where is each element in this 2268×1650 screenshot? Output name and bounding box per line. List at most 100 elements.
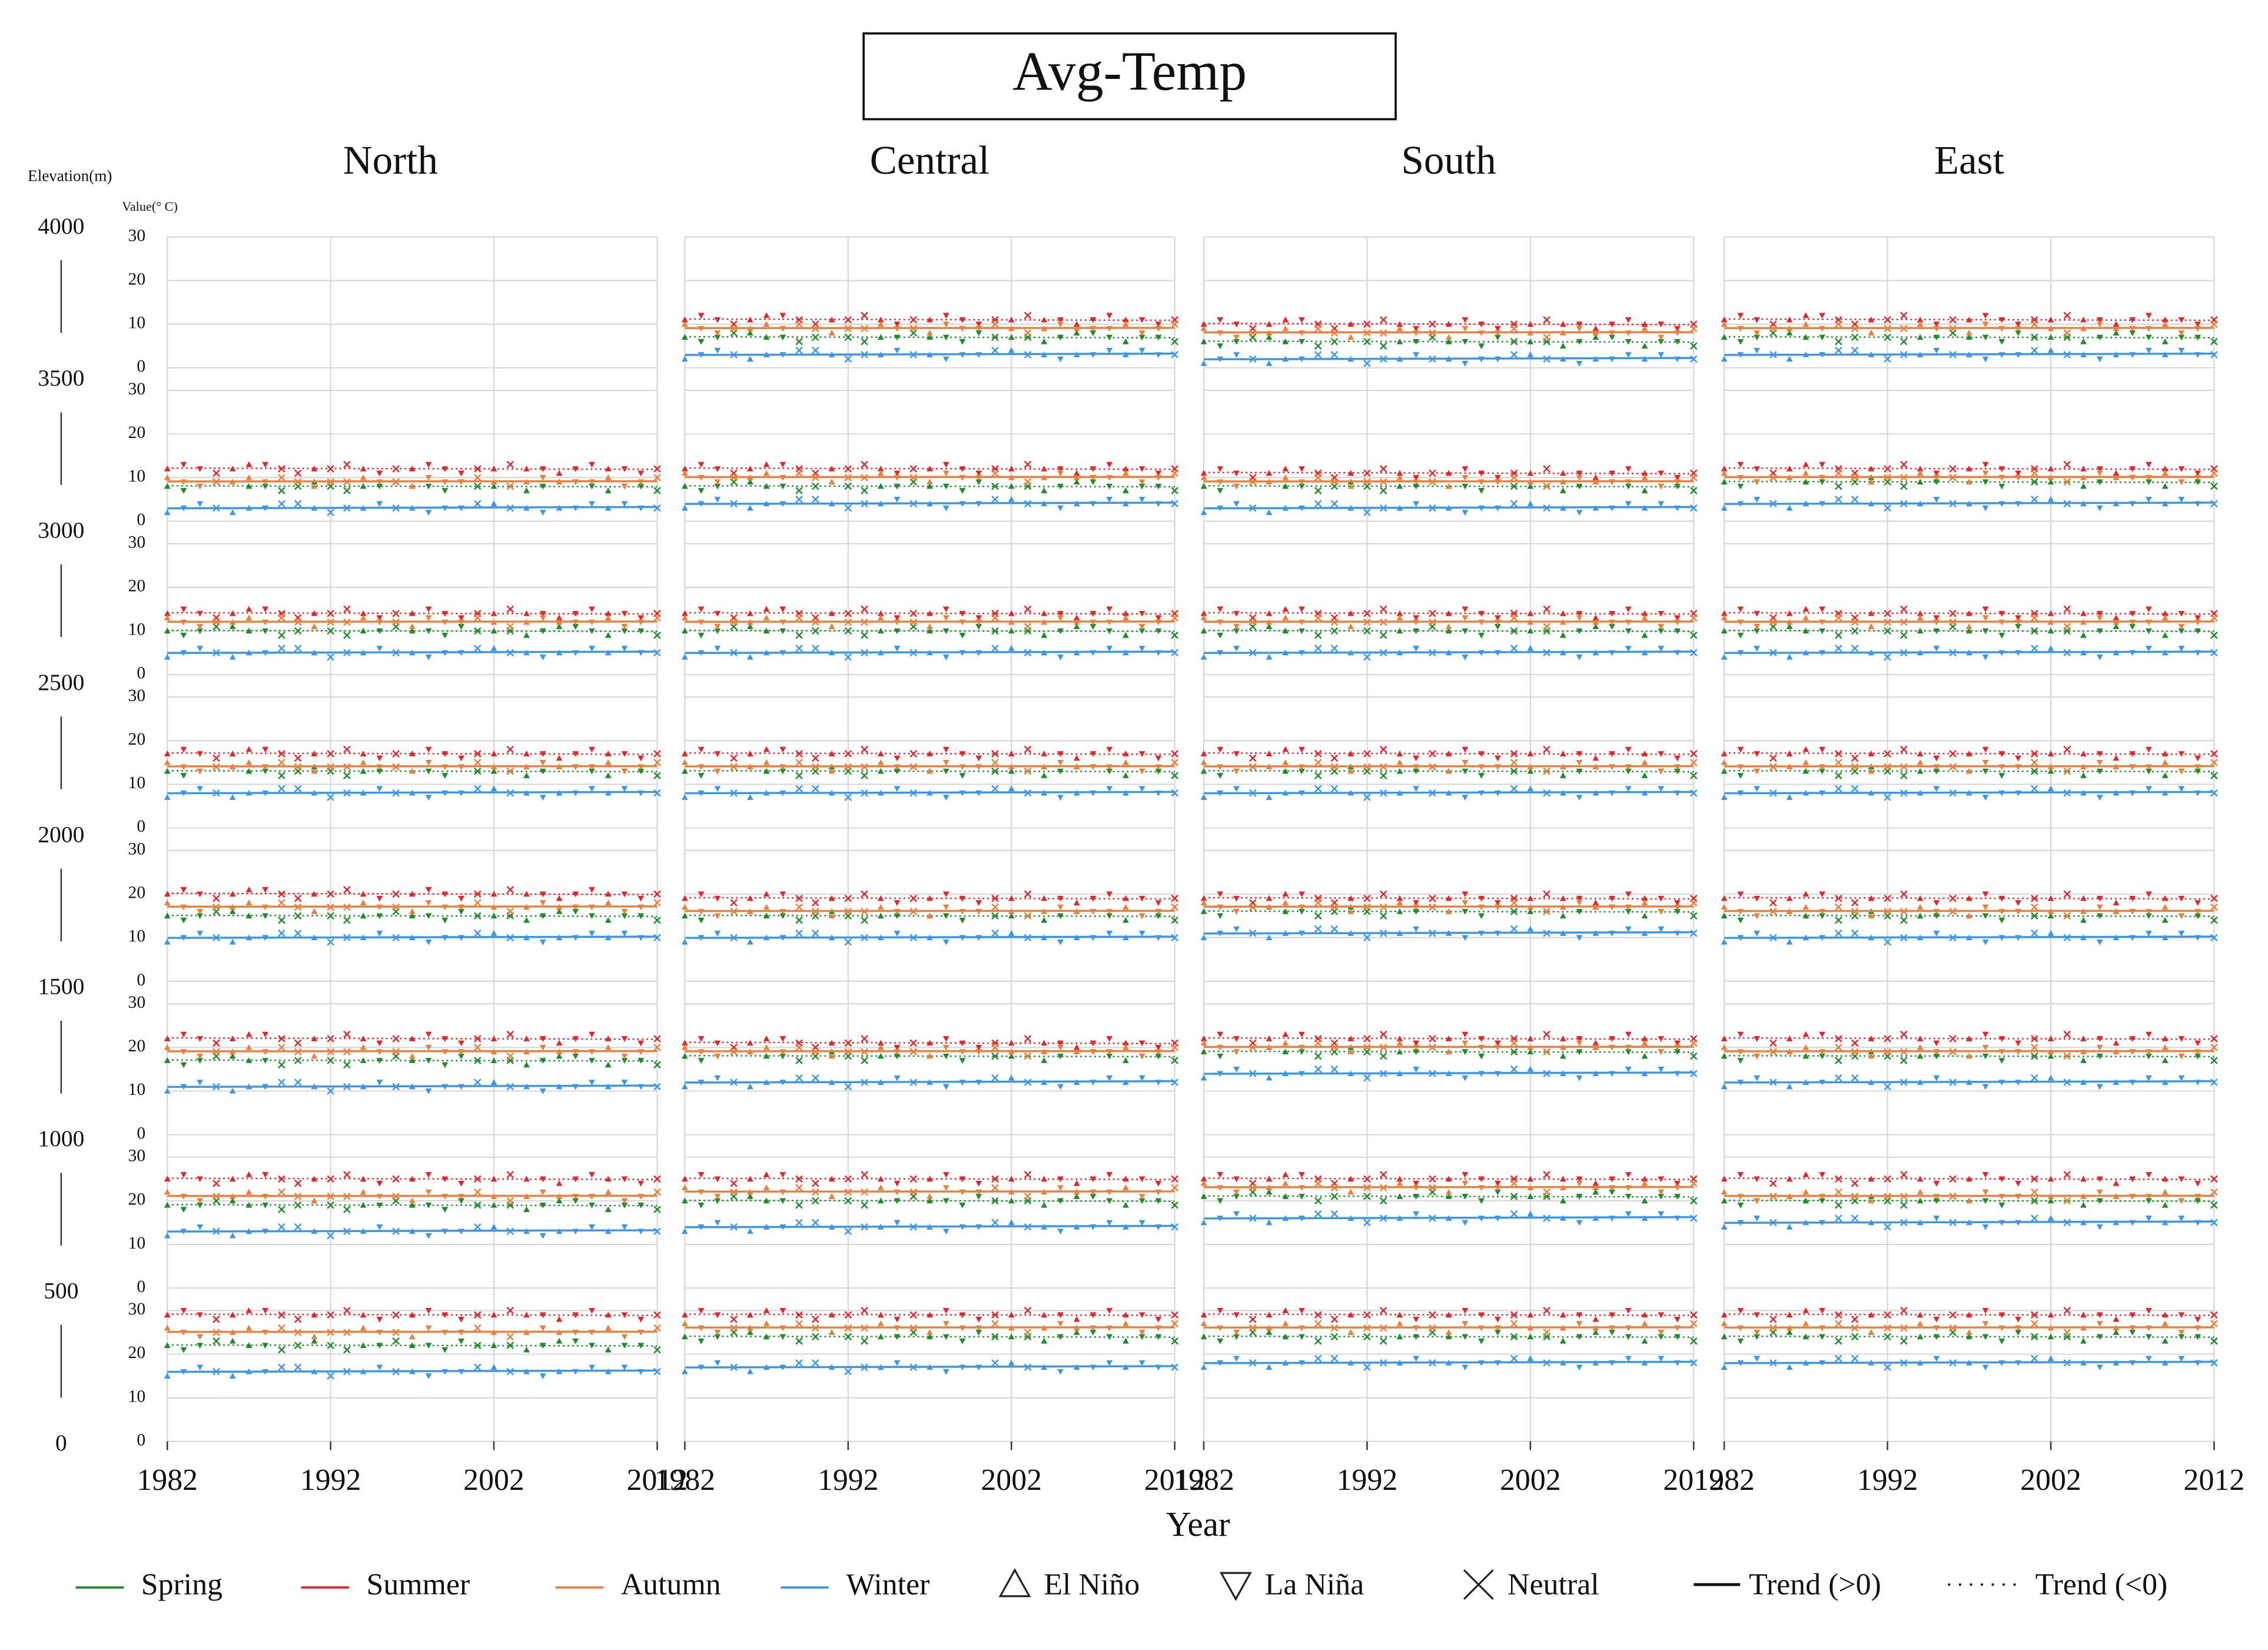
data-point bbox=[2030, 903, 2038, 911]
data-point bbox=[763, 500, 770, 507]
data-point bbox=[746, 1193, 753, 1199]
data-point bbox=[779, 352, 786, 358]
data-point bbox=[2178, 330, 2185, 336]
data-point bbox=[2113, 325, 2120, 331]
data-point bbox=[294, 645, 302, 652]
data-point bbox=[392, 649, 400, 657]
data-point bbox=[490, 500, 497, 507]
data-point bbox=[1819, 891, 1826, 898]
data-point bbox=[1689, 342, 1698, 350]
data-point bbox=[909, 649, 918, 657]
data-point bbox=[212, 1039, 220, 1047]
data-point bbox=[425, 900, 432, 907]
data-point bbox=[1917, 751, 1924, 756]
data-point bbox=[1674, 356, 1681, 363]
data-point bbox=[1543, 316, 1550, 324]
data-point bbox=[1379, 1184, 1387, 1191]
data-point bbox=[1674, 1185, 1681, 1191]
data-point bbox=[1965, 628, 1973, 634]
data-point bbox=[539, 1045, 546, 1051]
data-point bbox=[714, 347, 721, 354]
data-point bbox=[975, 501, 982, 507]
data-point bbox=[909, 1311, 918, 1319]
data-point bbox=[2194, 479, 2201, 486]
data-point bbox=[2047, 1324, 2054, 1331]
data-point bbox=[1592, 1359, 1599, 1366]
data-point bbox=[1429, 355, 1436, 363]
data-point bbox=[991, 785, 999, 793]
data-point bbox=[441, 619, 449, 626]
data-point bbox=[1965, 351, 1973, 357]
data-point bbox=[2063, 478, 2071, 486]
data-point bbox=[1363, 1311, 1371, 1319]
data-point bbox=[262, 1172, 269, 1178]
data-point bbox=[1090, 764, 1097, 771]
data-point bbox=[1106, 1360, 1113, 1366]
data-point bbox=[861, 890, 868, 898]
data-point bbox=[2030, 346, 2038, 354]
data-point bbox=[1057, 1369, 1064, 1375]
data-point bbox=[2096, 1045, 2103, 1051]
data-point bbox=[1041, 1324, 1048, 1331]
data-point bbox=[278, 1223, 285, 1231]
data-point bbox=[376, 1330, 383, 1336]
data-point bbox=[197, 1080, 204, 1086]
data-point bbox=[589, 887, 595, 893]
data-point bbox=[844, 618, 852, 626]
data-point bbox=[1155, 470, 1162, 477]
data-point bbox=[392, 1311, 400, 1319]
data-point bbox=[844, 1175, 852, 1183]
data-point bbox=[1330, 478, 1339, 486]
data-point bbox=[2129, 317, 2136, 323]
data-point bbox=[1090, 610, 1097, 617]
data-point bbox=[262, 1229, 269, 1235]
data-point bbox=[278, 1311, 285, 1319]
data-point bbox=[1737, 1220, 1744, 1226]
data-point bbox=[1282, 356, 1289, 362]
data-point bbox=[2194, 1053, 2201, 1060]
data-point bbox=[1363, 627, 1371, 635]
data-point bbox=[2015, 1194, 2021, 1200]
data-point bbox=[861, 1048, 868, 1056]
data-point bbox=[1609, 1189, 1616, 1196]
data-point bbox=[779, 764, 786, 771]
data-point bbox=[1527, 628, 1534, 634]
region-title: North bbox=[343, 137, 438, 182]
legend-marker bbox=[998, 1568, 1031, 1598]
data-point bbox=[1200, 615, 1207, 620]
data-point bbox=[942, 1185, 949, 1191]
data-point bbox=[1200, 1333, 1207, 1340]
data-point bbox=[1754, 317, 1761, 323]
data-point bbox=[1494, 764, 1501, 771]
data-point bbox=[1559, 751, 1566, 756]
data-point bbox=[1494, 650, 1501, 656]
data-point bbox=[1379, 649, 1387, 657]
data-point bbox=[1674, 1045, 1681, 1051]
data-point bbox=[343, 605, 351, 613]
data-point bbox=[1786, 763, 1793, 770]
data-point bbox=[1721, 356, 1728, 362]
data-point bbox=[589, 646, 595, 652]
data-point bbox=[1737, 326, 1744, 332]
data-point bbox=[2096, 939, 2103, 945]
data-point bbox=[653, 1324, 661, 1332]
y-tick-label: 0 bbox=[137, 817, 145, 836]
data-point bbox=[909, 351, 918, 358]
data-point bbox=[523, 934, 530, 941]
data-point bbox=[1462, 1321, 1469, 1327]
data-point bbox=[1933, 786, 1940, 792]
data-point bbox=[1819, 1031, 1826, 1038]
data-point bbox=[1413, 1040, 1420, 1047]
data-point bbox=[1494, 1325, 1501, 1332]
data-point bbox=[1559, 789, 1566, 796]
y-tick-label: 30 bbox=[128, 1300, 146, 1319]
data-point bbox=[1478, 1185, 1485, 1191]
data-point bbox=[425, 887, 432, 893]
data-point bbox=[1786, 1223, 1793, 1230]
data-point bbox=[1073, 500, 1080, 507]
data-point bbox=[877, 1364, 884, 1370]
data-point bbox=[730, 1324, 738, 1332]
data-point bbox=[746, 1083, 753, 1090]
data-point bbox=[779, 746, 786, 753]
data-point bbox=[425, 768, 432, 775]
